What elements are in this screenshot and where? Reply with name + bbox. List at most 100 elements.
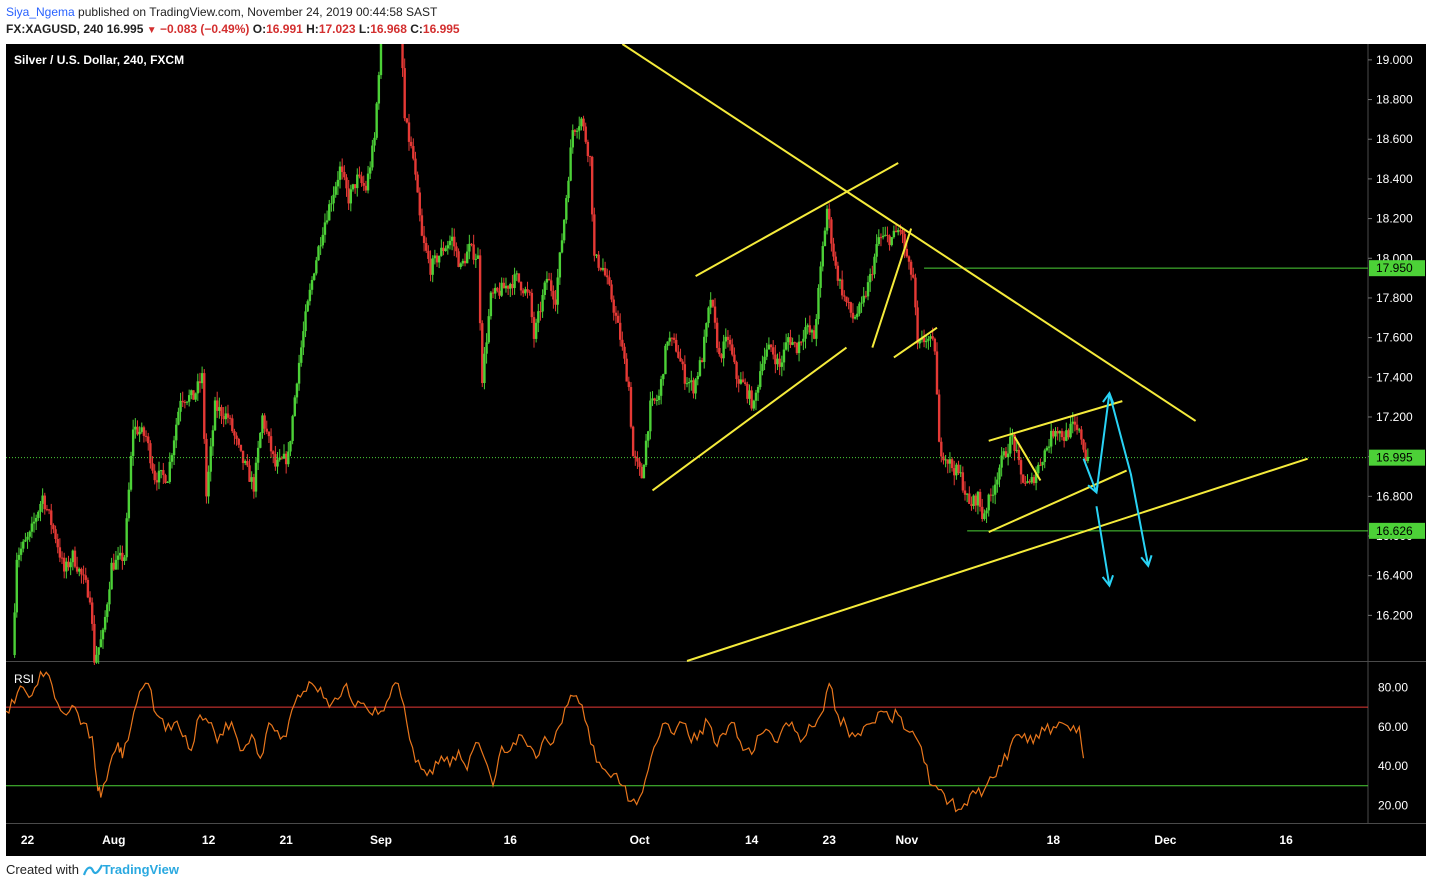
candle xyxy=(914,273,917,316)
candle xyxy=(222,407,225,428)
candle-body xyxy=(668,337,671,342)
candle xyxy=(737,375,740,393)
candle-body xyxy=(241,450,245,464)
candle xyxy=(91,597,94,631)
candle-body xyxy=(300,347,303,363)
candle xyxy=(67,555,70,571)
candle-body xyxy=(537,311,540,323)
candle xyxy=(1030,472,1034,485)
time-axis[interactable] xyxy=(6,823,1368,856)
candle-body xyxy=(968,493,971,504)
candle xyxy=(955,462,958,480)
candle-body xyxy=(1043,450,1046,462)
candle-body xyxy=(993,484,997,495)
candle xyxy=(1052,428,1055,439)
candle-body xyxy=(278,457,281,460)
candle xyxy=(567,176,570,203)
candle-body xyxy=(140,427,143,432)
chart-canvas[interactable]: 19.00018.80018.60018.40018.20018.00017.8… xyxy=(0,44,1432,856)
candle-body xyxy=(511,283,514,289)
candle xyxy=(808,315,812,335)
candle xyxy=(528,289,531,296)
candle xyxy=(817,284,820,325)
candle xyxy=(575,127,579,139)
candle-body xyxy=(485,342,488,354)
candle-body xyxy=(907,256,911,262)
candle xyxy=(886,226,889,243)
candle-body xyxy=(726,336,730,340)
candle xyxy=(194,392,197,403)
price-pane[interactable] xyxy=(6,44,1368,661)
candle-body xyxy=(1028,481,1031,483)
candle-body xyxy=(944,459,947,461)
time-tick-label: 16 xyxy=(1279,833,1293,847)
candle-body xyxy=(776,358,779,365)
candle-body xyxy=(377,75,381,104)
candle xyxy=(491,288,495,299)
candle xyxy=(349,184,353,212)
candle-body xyxy=(608,277,611,285)
candle xyxy=(547,272,551,281)
candle xyxy=(543,280,546,300)
symbol-label: FX:XAGUSD, 240 xyxy=(6,22,104,36)
candle xyxy=(834,251,837,269)
candle-body xyxy=(435,255,439,263)
candle-body xyxy=(75,566,79,572)
candle xyxy=(19,541,23,562)
time-tick-label: 23 xyxy=(823,833,837,847)
rsi-pane[interactable] xyxy=(6,662,1368,823)
candle xyxy=(343,165,346,181)
candle xyxy=(847,297,850,310)
candle xyxy=(1056,426,1059,441)
candle xyxy=(93,615,96,665)
candle-body xyxy=(235,435,238,439)
candle-body xyxy=(696,375,699,380)
candle-body xyxy=(860,302,863,304)
candle xyxy=(136,420,139,436)
candle xyxy=(845,296,848,307)
author-link[interactable]: Siya_Ngema xyxy=(6,5,75,19)
candle-body xyxy=(687,382,691,384)
candle xyxy=(802,329,805,351)
candle xyxy=(756,384,760,401)
candle xyxy=(205,433,208,504)
candle xyxy=(606,268,609,285)
candle-body xyxy=(522,290,525,294)
candle xyxy=(694,377,697,400)
candle xyxy=(871,265,874,281)
candle xyxy=(487,308,490,344)
candle xyxy=(493,283,497,300)
candle xyxy=(968,486,971,504)
candle xyxy=(474,253,478,268)
candle xyxy=(289,440,292,457)
candle xyxy=(325,210,329,225)
candle-body xyxy=(220,407,223,417)
candle xyxy=(129,451,133,492)
candle-body xyxy=(427,250,430,259)
candle xyxy=(86,577,90,599)
candle xyxy=(765,342,768,361)
candle xyxy=(692,377,695,399)
candle-body xyxy=(157,470,161,483)
candle xyxy=(164,473,167,484)
tradingview-brand[interactable]: TradingView xyxy=(102,862,179,877)
rsi-tick-label: 20.00 xyxy=(1378,798,1408,812)
candle-body xyxy=(86,579,90,598)
candle xyxy=(903,229,906,259)
candle-body xyxy=(95,654,98,663)
candle xyxy=(131,419,135,466)
candle xyxy=(896,227,900,236)
candle xyxy=(634,450,637,466)
candle-body xyxy=(121,552,124,562)
arrow-head xyxy=(1140,554,1153,568)
candle xyxy=(894,224,898,233)
candle xyxy=(776,353,779,371)
candle-body xyxy=(500,282,503,296)
candle xyxy=(121,545,124,570)
candle-body xyxy=(666,341,669,346)
price-level-badge xyxy=(1369,449,1425,466)
candle xyxy=(582,115,585,131)
candle xyxy=(571,124,574,154)
candle-body xyxy=(101,629,105,640)
candle-body xyxy=(304,311,307,332)
